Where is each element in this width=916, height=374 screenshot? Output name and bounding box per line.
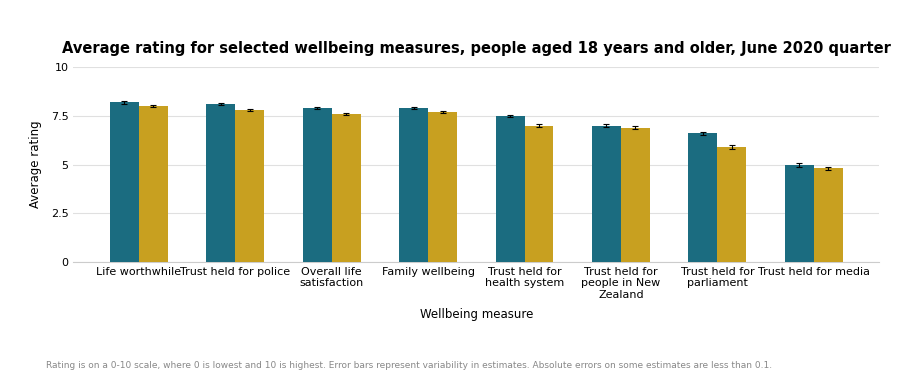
Bar <box>689 134 717 262</box>
Bar <box>717 147 747 262</box>
Bar <box>206 104 235 262</box>
Bar <box>235 110 264 262</box>
Bar <box>496 116 525 262</box>
Bar <box>110 102 139 262</box>
Y-axis label: Average rating: Average rating <box>29 121 42 208</box>
Bar <box>332 114 361 262</box>
Bar <box>813 168 843 262</box>
Bar <box>525 126 553 262</box>
Bar <box>428 112 457 262</box>
X-axis label: Wellbeing measure: Wellbeing measure <box>420 308 533 321</box>
Bar <box>139 106 168 262</box>
Bar <box>303 108 332 262</box>
Bar <box>621 128 649 262</box>
Bar <box>592 126 621 262</box>
Text: Rating is on a 0-10 scale, where 0 is lowest and 10 is highest. Error bars repre: Rating is on a 0-10 scale, where 0 is lo… <box>46 361 772 370</box>
Bar <box>399 108 428 262</box>
Bar <box>785 165 813 262</box>
Title: Average rating for selected wellbeing measures, people aged 18 years and older, : Average rating for selected wellbeing me… <box>62 42 890 56</box>
